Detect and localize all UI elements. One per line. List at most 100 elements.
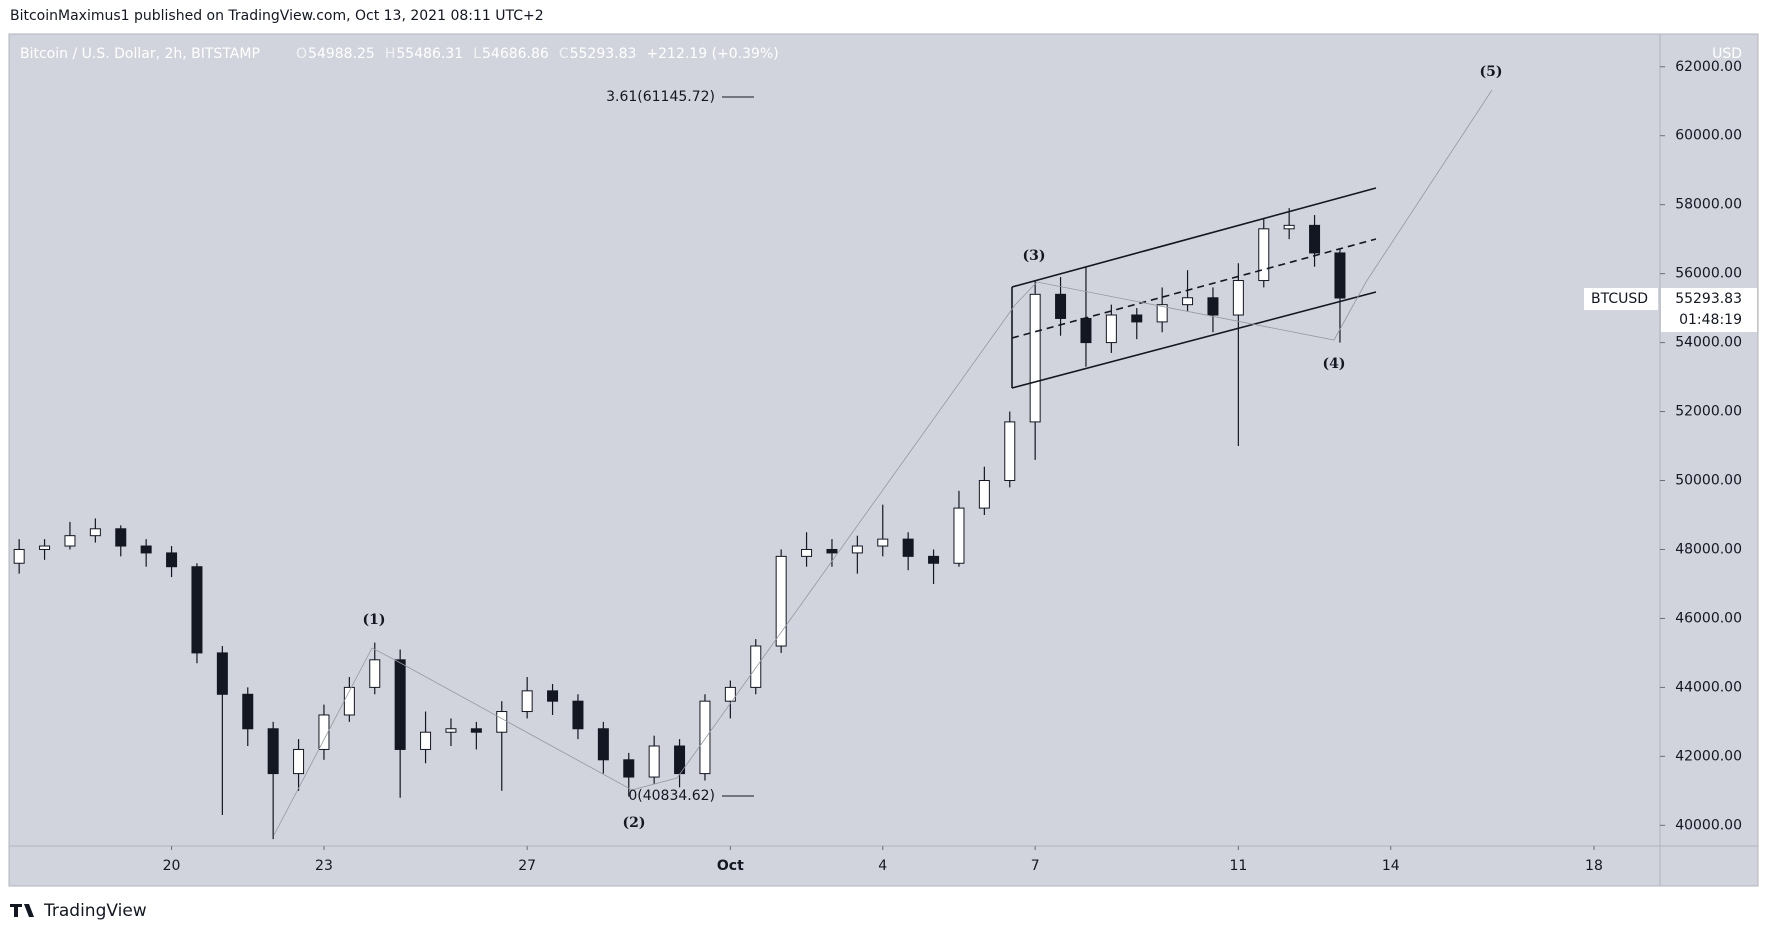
candle-body xyxy=(724,686,736,702)
candle xyxy=(89,518,101,543)
candle xyxy=(293,739,305,791)
candle-body xyxy=(699,700,711,775)
candle xyxy=(39,539,51,560)
candle xyxy=(547,683,559,715)
candle-body xyxy=(140,545,152,554)
candle xyxy=(953,490,965,567)
candle-body xyxy=(750,645,762,688)
candle-body xyxy=(597,728,609,761)
candle xyxy=(826,539,838,567)
ohlc-value: 55293.83 xyxy=(570,46,637,62)
x-tick-label: 4 xyxy=(878,858,887,874)
chart-frame xyxy=(8,33,1759,887)
y-tick-label: 56000.00 xyxy=(1675,266,1742,282)
candle xyxy=(597,721,609,774)
candle-body xyxy=(1182,297,1194,306)
candle xyxy=(1309,215,1321,267)
x-tick-label: 27 xyxy=(518,858,536,874)
candle-body xyxy=(166,552,178,568)
candle-body xyxy=(775,555,787,647)
candle xyxy=(1207,287,1219,333)
fib-label: 0(40834.62) xyxy=(628,788,715,804)
candle xyxy=(445,718,457,747)
candle xyxy=(140,539,152,567)
wave-label: (4) xyxy=(1323,356,1346,372)
change: +212.19 (+0.39%) xyxy=(646,46,778,62)
candle xyxy=(902,532,914,571)
candle-body xyxy=(623,759,635,778)
candle-body xyxy=(1105,314,1117,344)
channel xyxy=(1011,187,1377,389)
channel-lower xyxy=(1011,291,1377,389)
candle xyxy=(216,646,228,815)
currency: USD xyxy=(1712,46,1742,62)
candle-body xyxy=(572,700,584,730)
candle-body xyxy=(826,548,838,554)
candle-body xyxy=(216,652,228,695)
ohlc-letter: L xyxy=(473,46,481,62)
candle xyxy=(623,752,635,797)
candle xyxy=(394,649,406,798)
candle-body xyxy=(1080,317,1092,344)
ohlc-letter: O xyxy=(296,46,307,62)
candle xyxy=(775,549,787,653)
y-tick-label: 60000.00 xyxy=(1675,128,1742,144)
y-tick-label: 52000.00 xyxy=(1675,404,1742,420)
countdown: 01:48:19 xyxy=(1679,312,1742,328)
x-tick-label: 7 xyxy=(1031,858,1040,874)
wave-label: (3) xyxy=(1023,248,1046,264)
y-tick-label: 54000.00 xyxy=(1675,335,1742,351)
candle-body xyxy=(928,555,940,564)
candle-body xyxy=(1283,224,1295,230)
candle-body xyxy=(877,538,889,547)
candle-body xyxy=(902,538,914,557)
candle-body xyxy=(1334,252,1346,299)
candle-body xyxy=(1207,297,1219,316)
candle xyxy=(1258,218,1270,288)
candle xyxy=(267,721,279,840)
candle xyxy=(521,677,533,719)
candle xyxy=(1283,208,1295,240)
fib-label: 3.61(61145.72) xyxy=(606,89,715,105)
candle-body xyxy=(496,711,508,733)
footer-brand: TradingView xyxy=(43,901,147,921)
candle xyxy=(191,563,203,664)
candle-body xyxy=(267,728,279,775)
candle xyxy=(242,687,254,747)
candle xyxy=(572,694,584,740)
candle-body xyxy=(1029,293,1041,423)
candle xyxy=(1105,304,1117,353)
candle xyxy=(928,549,940,584)
y-tick-label: 58000.00 xyxy=(1675,197,1742,213)
x-tick-label: 23 xyxy=(315,858,333,874)
candle xyxy=(1334,249,1346,343)
wave-label: (5) xyxy=(1480,64,1503,80)
ohlc-value: 54988.25 xyxy=(308,46,375,62)
candle-body xyxy=(674,745,686,775)
candle xyxy=(724,680,736,719)
candle xyxy=(1232,263,1244,447)
channel-mid xyxy=(1011,238,1377,339)
symbol-tag xyxy=(1584,288,1658,310)
candle-body xyxy=(1055,293,1067,319)
candle xyxy=(674,739,686,788)
candle-body xyxy=(851,545,863,554)
candle-body xyxy=(39,545,51,550)
candle xyxy=(699,694,711,781)
x-tick-label: 20 xyxy=(163,858,181,874)
candle xyxy=(648,735,660,784)
channel-upper xyxy=(1011,187,1377,288)
candle xyxy=(166,546,178,578)
candle-body xyxy=(115,528,127,547)
y-tick-label: 46000.00 xyxy=(1675,610,1742,626)
candle-body xyxy=(13,548,25,564)
y-tick-label: 40000.00 xyxy=(1675,817,1742,833)
candle xyxy=(1131,308,1143,340)
publisher: BitcoinMaximus1 published on TradingView… xyxy=(10,8,544,24)
candle xyxy=(64,521,76,550)
candle-body xyxy=(953,507,965,564)
candle-body xyxy=(547,690,559,702)
wave-path xyxy=(273,89,1493,836)
